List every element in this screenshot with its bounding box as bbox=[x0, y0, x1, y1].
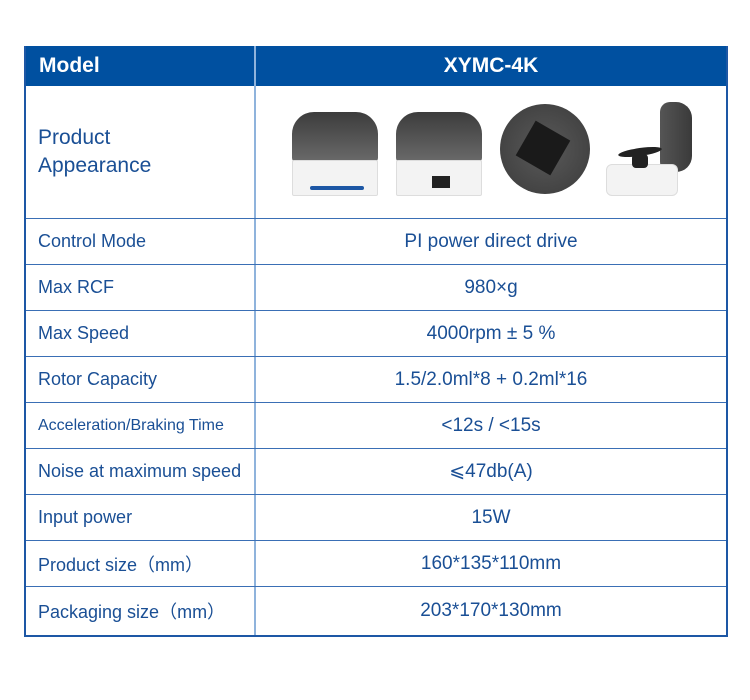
row-value: 15W bbox=[471, 506, 511, 528]
row-value: PI power direct drive bbox=[404, 230, 578, 252]
table-row: Control Mode PI power direct drive bbox=[26, 218, 726, 264]
table-row: Max RCF 980×g bbox=[26, 264, 726, 310]
product-image-front bbox=[290, 102, 380, 202]
label-line: Appearance bbox=[38, 154, 152, 177]
row-value: 160*135*110mm bbox=[420, 552, 562, 574]
table-row: Rotor Capacity 1.5/2.0ml*8 + 0.2ml*16 bbox=[26, 356, 726, 402]
row-label: Input power bbox=[26, 495, 256, 540]
table-row: Noise at maximum speed ⩽47db(A) bbox=[26, 448, 726, 494]
header-model: XYMC-4K bbox=[443, 54, 539, 77]
table-row: Input power 15W bbox=[26, 494, 726, 540]
row-label: Product size（mm） bbox=[26, 541, 256, 586]
spec-table: Model XYMC-4K Product Appearance Control … bbox=[24, 46, 728, 637]
row-label: Max Speed bbox=[26, 311, 256, 356]
row-value: 980×g bbox=[464, 276, 518, 298]
product-images bbox=[256, 86, 726, 218]
row-label: Acceleration/Braking Time bbox=[26, 403, 256, 448]
table-row: Acceleration/Braking Time <12s / <15s bbox=[26, 402, 726, 448]
table-header: Model XYMC-4K bbox=[26, 46, 726, 86]
row-label: Packaging size（mm） bbox=[26, 587, 256, 635]
row-label: Product Appearance bbox=[26, 86, 256, 218]
table-row: Max Speed 4000rpm ± 5 % bbox=[26, 310, 726, 356]
product-image-top bbox=[498, 102, 590, 202]
table-row: Packaging size（mm） 203*170*130mm bbox=[26, 586, 726, 635]
label-line: Product bbox=[38, 126, 111, 149]
row-value: 203*170*130mm bbox=[420, 600, 562, 621]
row-value: 1.5/2.0ml*8 + 0.2ml*16 bbox=[394, 368, 588, 390]
product-image-rear bbox=[394, 102, 484, 202]
row-label: Max RCF bbox=[26, 265, 256, 310]
row-label: Noise at maximum speed bbox=[26, 449, 256, 494]
table-row-appearance: Product Appearance bbox=[26, 86, 726, 218]
table-row: Product size（mm） 160*135*110mm bbox=[26, 540, 726, 586]
product-image-open bbox=[602, 102, 692, 202]
row-value: <12s / <15s bbox=[441, 414, 541, 436]
header-label: Model bbox=[26, 46, 256, 86]
row-label: Control Mode bbox=[26, 219, 256, 264]
row-label: Rotor Capacity bbox=[26, 357, 256, 402]
row-value: 4000rpm ± 5 % bbox=[426, 322, 556, 344]
row-value: ⩽47db(A) bbox=[449, 461, 533, 482]
